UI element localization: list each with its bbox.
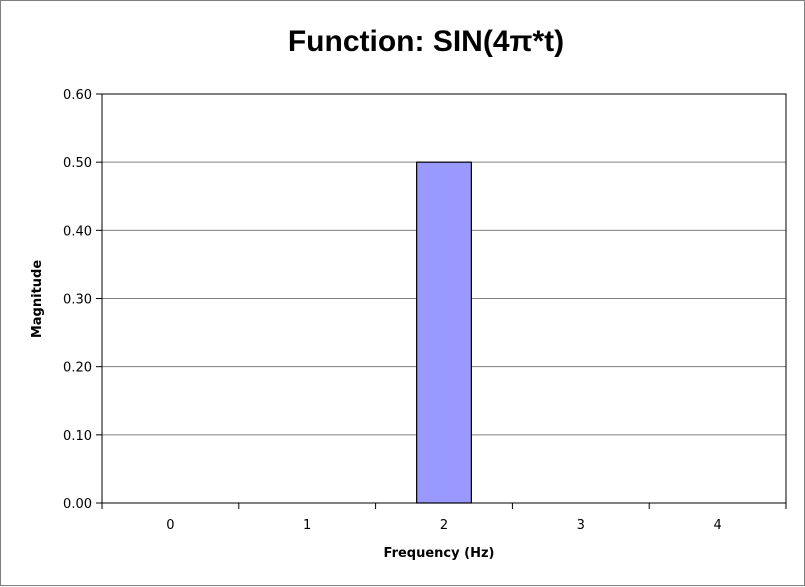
y-axis-title: Magnitude xyxy=(30,260,45,339)
y-tick-label: 0.00 xyxy=(63,497,92,512)
y-tick-label: 0.30 xyxy=(63,293,92,308)
x-tick-label: 4 xyxy=(713,518,721,533)
y-axis-ticks: 0.00 0.10 0.20 0.30 0.40 0.50 0.60 xyxy=(63,88,102,512)
bar xyxy=(416,161,472,504)
y-tick-label: 0.50 xyxy=(63,156,92,171)
y-tick-label: 0.10 xyxy=(63,429,92,444)
x-axis-title: Frequency (Hz) xyxy=(384,546,495,561)
y-tick-label: 0.20 xyxy=(63,361,92,376)
x-tick-label: 1 xyxy=(303,518,311,533)
y-tick-label: 0.40 xyxy=(63,224,92,239)
y-tick-label: 0.60 xyxy=(63,88,92,103)
chart-title: Function: SIN(4π*t) xyxy=(288,25,564,58)
x-tick-label: 3 xyxy=(577,518,585,533)
x-axis-ticks: 0 1 2 3 4 xyxy=(101,503,787,533)
bars xyxy=(416,161,472,504)
x-tick-label: 2 xyxy=(440,518,448,533)
x-tick-label: 0 xyxy=(166,518,174,533)
